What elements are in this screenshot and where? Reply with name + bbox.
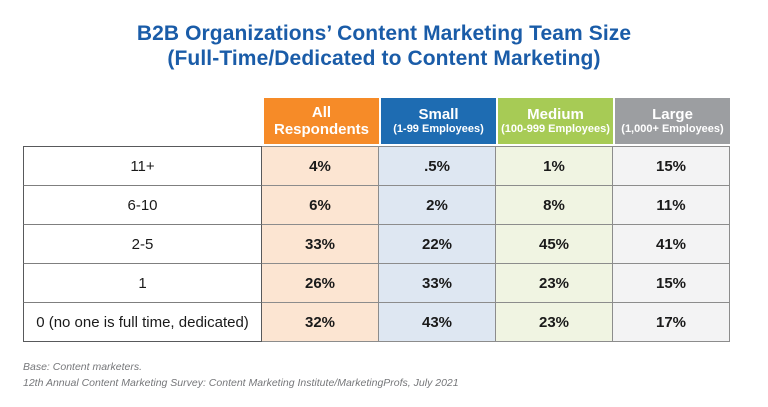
source-note: Base: Content marketers. 12th Annual Con…: [23, 359, 768, 391]
cell-value: 4%: [262, 146, 379, 186]
row-label: 1: [23, 264, 262, 303]
row-label: 6-10: [23, 186, 262, 225]
row-label: 11+: [23, 146, 262, 186]
column-header-sublabel: (1-99 Employees): [393, 123, 484, 135]
source-note-line2: 12th Annual Content Marketing Survey: Co…: [23, 377, 459, 389]
column-header-medium: Medium (100-999 Employees): [496, 98, 613, 146]
cell-value: 23%: [496, 303, 613, 342]
team-size-table: All Respondents Small (1-99 Employees) M…: [23, 98, 730, 342]
table-row: 1 26% 33% 23% 15%: [23, 264, 730, 303]
table-row: 2-5 33% 22% 45% 41%: [23, 225, 730, 264]
table-row: 11+ 4% .5% 1% 15%: [23, 146, 730, 186]
source-note-line1: Base: Content marketers.: [23, 361, 143, 373]
cell-value: 1%: [496, 146, 613, 186]
cell-value: 15%: [613, 146, 730, 186]
cell-value: 33%: [262, 225, 379, 264]
cell-value: 8%: [496, 186, 613, 225]
cell-value: 41%: [613, 225, 730, 264]
row-label: 2-5: [23, 225, 262, 264]
corner-cell: [23, 98, 262, 146]
header-row: All Respondents Small (1-99 Employees) M…: [23, 98, 730, 146]
column-header-sublabel: (100-999 Employees): [501, 123, 610, 135]
cell-value: 45%: [496, 225, 613, 264]
cell-value: 6%: [262, 186, 379, 225]
column-header-all-respondents: All Respondents: [262, 98, 379, 146]
cell-value: 11%: [613, 186, 730, 225]
cell-value: 26%: [262, 264, 379, 303]
cell-value: 2%: [379, 186, 496, 225]
column-header-sublabel: (1,000+ Employees): [621, 123, 724, 135]
cell-value: 17%: [613, 303, 730, 342]
column-header-large: Large (1,000+ Employees): [613, 98, 730, 146]
row-label: 0 (no one is full time, dedicated): [23, 303, 262, 342]
column-header-label: Medium: [527, 106, 584, 123]
column-header-label: All Respondents: [273, 104, 369, 138]
column-header-label: Large: [652, 106, 693, 123]
cell-value: .5%: [379, 146, 496, 186]
cell-value: 32%: [262, 303, 379, 342]
table-row: 6-10 6% 2% 8% 11%: [23, 186, 730, 225]
page-title-line1: B2B Organizations’ Content Marketing Tea…: [136, 22, 632, 45]
page-title: B2B Organizations’ Content Marketing Tea…: [0, 0, 768, 71]
cell-value: 33%: [379, 264, 496, 303]
page-title-line2: (Full-Time/Dedicated to Content Marketin…: [167, 47, 601, 70]
column-header-small: Small (1-99 Employees): [379, 98, 496, 146]
cell-value: 43%: [379, 303, 496, 342]
cell-value: 23%: [496, 264, 613, 303]
column-header-label: Small: [418, 106, 459, 123]
cell-value: 15%: [613, 264, 730, 303]
cell-value: 22%: [379, 225, 496, 264]
table-row: 0 (no one is full time, dedicated) 32% 4…: [23, 303, 730, 342]
